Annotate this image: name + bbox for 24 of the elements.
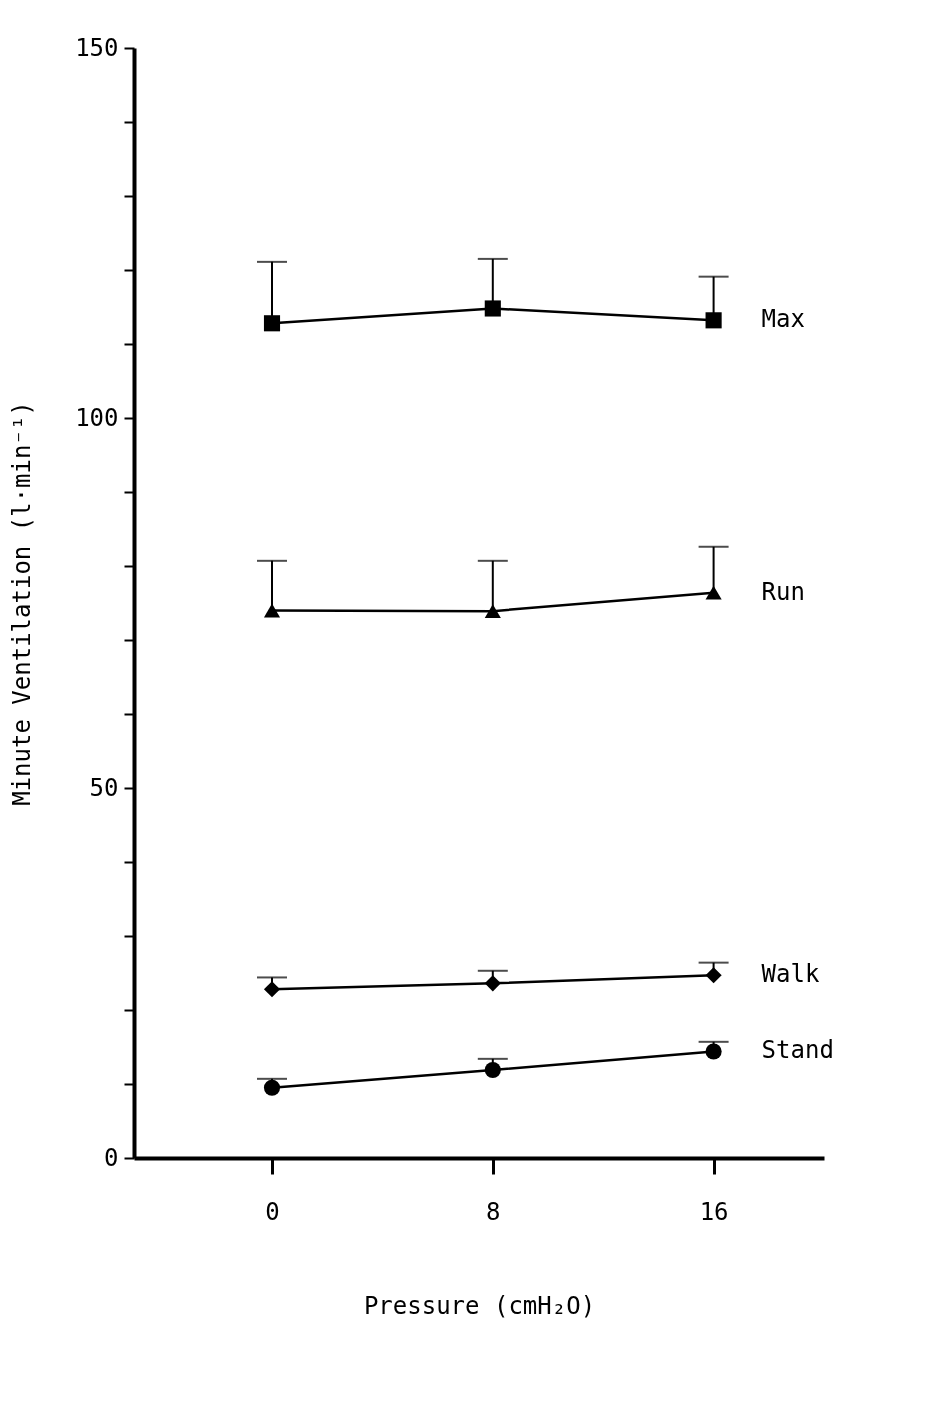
series-label: Max: [761, 305, 805, 334]
x-tick-label: 16: [699, 1197, 729, 1226]
y-axis-title: Minute Ventilation (l·min⁻¹): [8, 401, 37, 806]
x-axis-title: Pressure (cmH₂O): [363, 1291, 596, 1320]
point: [705, 312, 722, 329]
point: [484, 1061, 501, 1078]
x-tick-label: 8: [486, 1197, 501, 1226]
point: [484, 975, 501, 992]
point: [263, 315, 281, 332]
point: [263, 1079, 281, 1096]
point: [484, 604, 501, 619]
y-tick-label: 0: [104, 1143, 119, 1172]
point: [263, 981, 281, 998]
y-tick-label: 100: [75, 403, 119, 432]
y-tick-label: 50: [89, 773, 119, 802]
y-tick-label: 150: [75, 33, 119, 62]
point: [705, 967, 722, 984]
point: [705, 585, 722, 600]
point: [263, 603, 281, 618]
series-label: Stand: [761, 1036, 834, 1065]
series-label: Walk: [761, 960, 820, 989]
series-label: Run: [761, 577, 805, 606]
x-tick-label: 0: [265, 1197, 280, 1226]
point: [484, 300, 501, 317]
